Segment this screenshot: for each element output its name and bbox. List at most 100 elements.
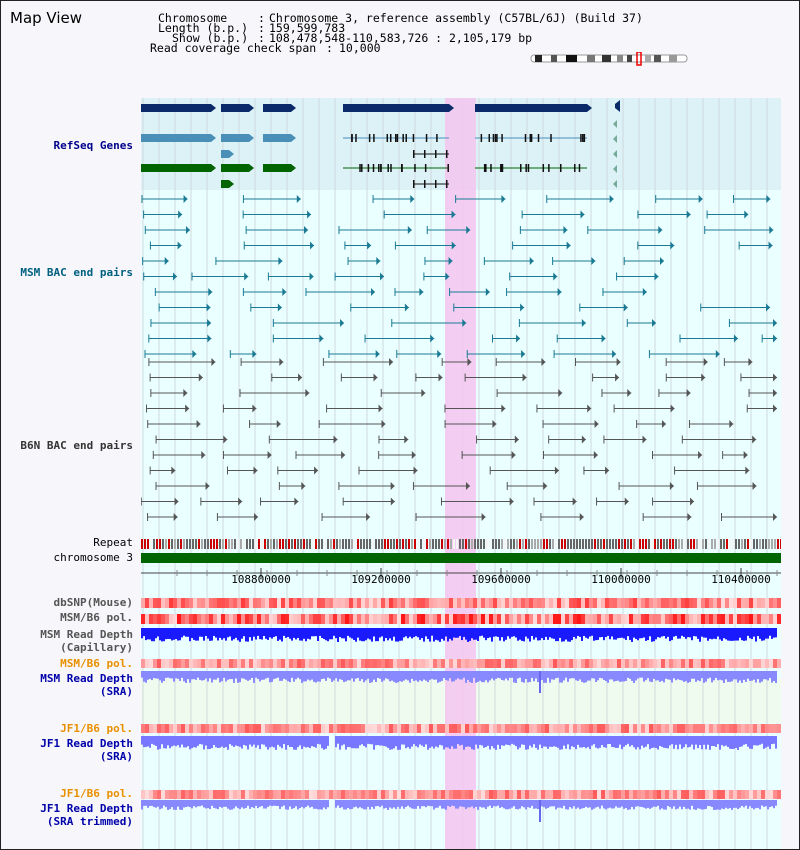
depth-bar — [273, 800, 275, 806]
bac-pair-arrow — [743, 451, 748, 459]
repeat-mark — [255, 539, 257, 549]
depth-bar — [639, 736, 641, 750]
heat-cell — [493, 790, 497, 799]
bac-pair-arrow — [390, 497, 395, 506]
repeat-mark — [420, 539, 422, 549]
depth-bar — [467, 800, 469, 808]
bac-pair-arrow — [411, 451, 416, 459]
heat-cell — [497, 659, 501, 668]
repeat-mark — [414, 539, 416, 549]
depth-bar — [675, 671, 677, 681]
exon — [559, 164, 562, 172]
heat-cell — [741, 614, 745, 624]
bac-pair-arrow — [627, 389, 632, 397]
gene-arrow — [211, 164, 216, 172]
depth-bar — [667, 628, 669, 637]
depth-bar — [171, 736, 173, 747]
depth-bar — [499, 628, 501, 641]
heat-cell — [157, 598, 161, 608]
heat-cell — [317, 724, 321, 733]
bac-pair-arrow — [624, 497, 629, 506]
depth-bar — [573, 628, 575, 637]
b6n-bac-track[interactable] — [141, 358, 777, 521]
repeat-mark — [177, 539, 179, 549]
depth-bar — [609, 671, 611, 680]
heat-cell — [177, 659, 181, 668]
depth-bar — [503, 736, 505, 746]
depth-bar — [487, 628, 489, 639]
depth-bar — [597, 671, 599, 681]
depth-bar — [353, 628, 355, 640]
heat-cell — [465, 614, 469, 624]
bac-pair-arrow — [541, 358, 546, 366]
heat-cell — [681, 659, 685, 668]
depth-bar — [481, 671, 483, 683]
depth-bar — [651, 628, 653, 642]
depth-bar — [221, 736, 223, 747]
depth-bar — [451, 671, 453, 682]
heat-cell — [413, 724, 417, 733]
depth-bar — [763, 671, 765, 680]
heat-cell — [625, 598, 629, 608]
heat-cell — [149, 598, 153, 608]
track-label-refseq[interactable]: RefSeq Genes — [53, 139, 133, 152]
repeat-mark — [633, 539, 635, 549]
depth-bar — [499, 671, 501, 679]
exon — [500, 164, 502, 172]
depth-bar — [357, 800, 359, 809]
depth-bar — [759, 671, 761, 683]
depth-bar — [177, 736, 179, 746]
depth-bar — [373, 736, 375, 750]
heat-cell — [481, 659, 485, 668]
exon — [387, 164, 389, 172]
chromosome-ideogram[interactable] — [529, 52, 691, 66]
depth-bar — [613, 671, 615, 682]
heat-cell — [201, 598, 205, 608]
depth-bar — [437, 671, 439, 683]
heat-cell — [545, 598, 549, 608]
depth-bar — [585, 736, 587, 749]
depth-bar — [537, 628, 539, 641]
refseq-genes-track[interactable] — [141, 100, 620, 188]
heat-cell — [477, 614, 481, 624]
repeat-mark — [624, 539, 626, 549]
heat-cell — [193, 598, 197, 608]
depth-bar — [629, 671, 631, 679]
track-label-msm-b6-pol-1: MSM/B6 pol. — [60, 611, 133, 624]
depth-bar — [729, 736, 731, 749]
track-label-b6n-bac[interactable]: B6N BAC end pairs — [20, 439, 133, 452]
bac-pair-arrow — [752, 482, 757, 490]
heat-cell — [677, 659, 681, 668]
depth-bar — [421, 628, 423, 639]
depth-bar — [271, 800, 273, 807]
depth-bar — [695, 800, 697, 810]
depth-bar — [359, 800, 361, 808]
bac-pair-arrow — [686, 210, 691, 219]
heat-cell — [321, 659, 325, 668]
depth-bar — [245, 628, 247, 642]
heat-cell — [761, 598, 765, 608]
depth-bar — [469, 628, 471, 641]
bac-pair-arrow — [558, 389, 563, 397]
genome-browser-panel[interactable]: 108800000 109200000 109600000 110000000 1104… — [141, 98, 781, 849]
depth-bar — [285, 628, 287, 638]
depth-bar — [689, 671, 691, 683]
highlight-region[interactable] — [445, 98, 476, 849]
heat-cell — [645, 659, 649, 668]
depth-bar — [473, 628, 475, 640]
depth-bar — [435, 671, 437, 680]
depth-bar — [683, 736, 685, 748]
depth-bar — [651, 671, 653, 683]
repeat-mark — [768, 539, 770, 549]
bac-pair-arrow — [543, 482, 548, 490]
depth-bar — [693, 628, 695, 637]
heat-cell — [521, 790, 525, 799]
depth-bar — [141, 800, 143, 810]
depth-bar — [323, 628, 325, 640]
heat-cell — [593, 790, 597, 799]
depth-bar — [543, 736, 545, 747]
repeat-mark — [474, 539, 476, 549]
track-label-msm-bac[interactable]: MSM BAC end pairs — [20, 266, 133, 279]
msm-bac-track[interactable] — [141, 195, 777, 358]
